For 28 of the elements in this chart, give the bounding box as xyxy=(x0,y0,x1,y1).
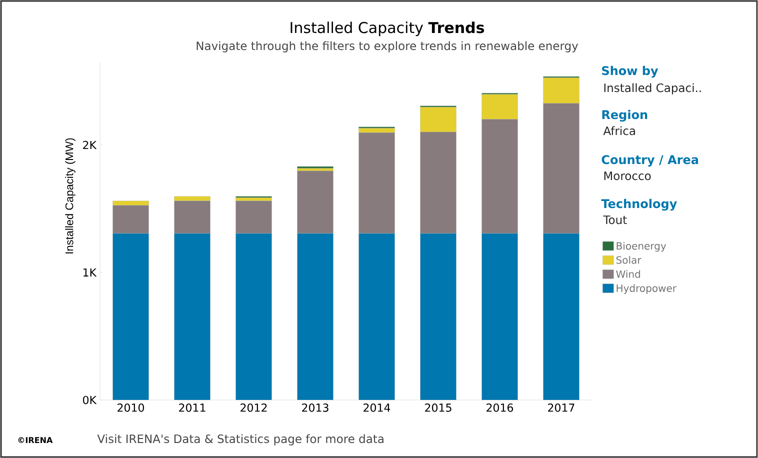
x-tick-label: 2012 xyxy=(240,404,267,412)
text: Region xyxy=(602,110,648,122)
text: Visit IRENA's Data & Statistics page for more data xyxy=(97,434,384,446)
text: ©IRENA xyxy=(18,437,53,443)
text: Tout xyxy=(603,216,627,224)
legend-label: Solar xyxy=(616,256,642,264)
x-tick-label: 2015 xyxy=(425,404,452,412)
x-tick-label: 2016 xyxy=(486,404,514,412)
y-tick-label: 2K xyxy=(83,140,97,149)
x-tick-label: 2013 xyxy=(302,404,328,412)
chart-title: Installed Capacity Trends xyxy=(290,22,484,36)
legend-label: Wind xyxy=(616,270,640,278)
text: Show by xyxy=(602,66,658,78)
legend-label: Bioenergy xyxy=(616,242,666,252)
y-axis-title: Installed Capacity (MW) xyxy=(65,138,76,254)
text: Africa xyxy=(603,126,635,136)
x-tick-label: 2010 xyxy=(118,404,144,412)
x-tick-label: 2017 xyxy=(548,404,574,412)
legend-label: Hydropower xyxy=(616,284,676,294)
y-tick-label: 0K xyxy=(82,396,97,404)
y-tick-label: 1K xyxy=(83,268,97,276)
text: Morocco xyxy=(604,172,651,180)
text: Country / Area xyxy=(602,155,698,167)
text: Installed Capaci.. xyxy=(604,83,701,94)
x-tick-label: 2014 xyxy=(364,404,390,412)
chart-subtitle: Navigate through the filters to explore trends in renewable energy xyxy=(196,41,578,52)
text: Technology xyxy=(601,198,677,211)
x-tick-label: 2011 xyxy=(179,404,206,412)
